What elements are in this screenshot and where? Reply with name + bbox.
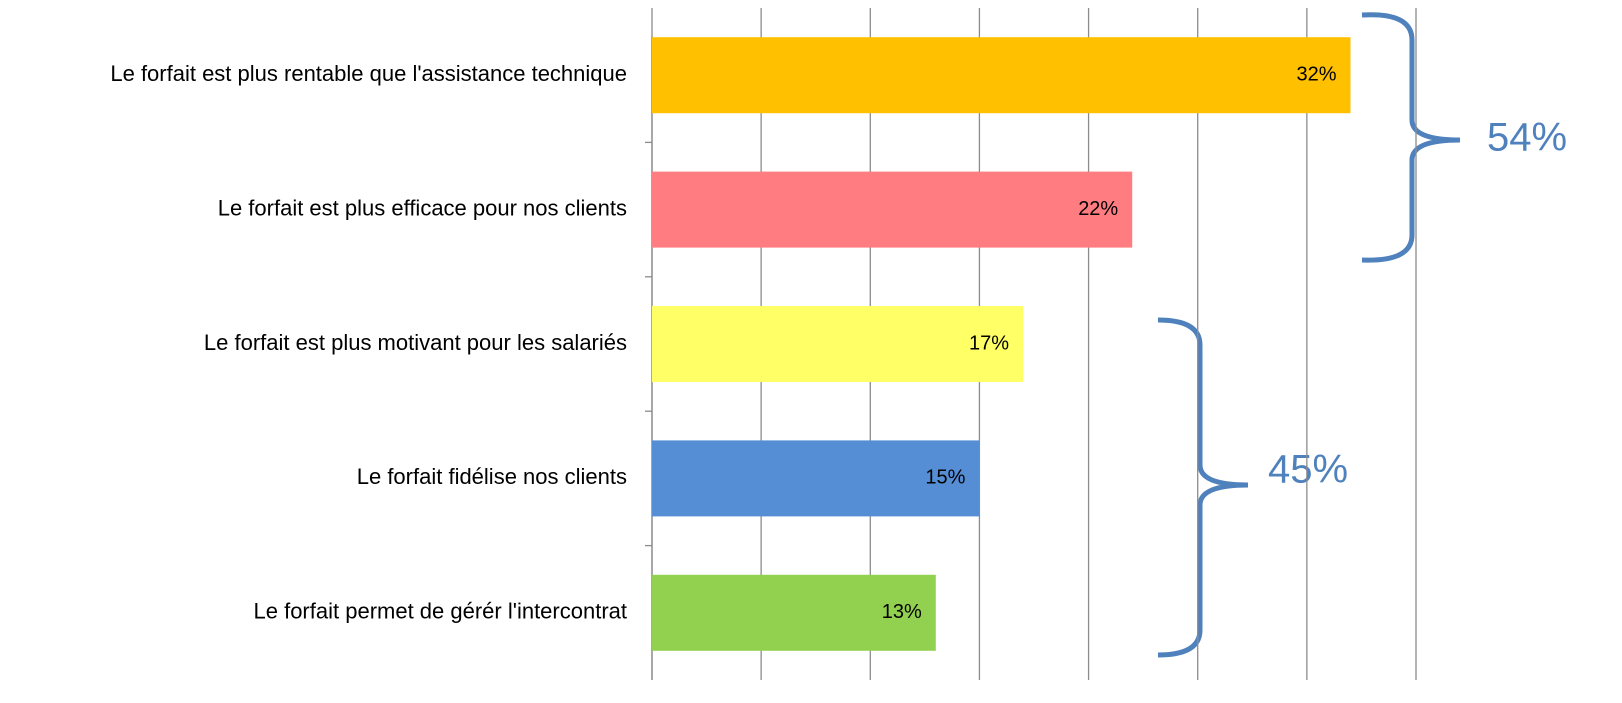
annotation: 54% [1487,116,1567,160]
data-label: 17% [969,332,1009,354]
bar [652,440,980,517]
bar [652,37,1351,114]
bracket [1361,12,1461,263]
annotation: 45% [1268,448,1348,492]
bracket [1157,317,1249,658]
y-tick-label: Le forfait est plus motivant pour les sa… [204,330,627,355]
y-tick-label: Le forfait fidélise nos clients [357,464,627,489]
data-label: 22% [1078,198,1118,220]
y-tick-label: Le forfait est plus rentable que l'assis… [110,61,627,86]
bar [652,574,936,651]
y-tick-label: Le forfait est plus efficace pour nos cl… [218,195,627,220]
data-label: 15% [925,467,965,489]
data-label: 32% [1296,63,1336,85]
y-tick-label: Le forfait permet de gérér l'intercontra… [254,599,628,624]
bar [652,306,1024,382]
bar [652,171,1133,248]
data-label: 13% [882,601,922,623]
